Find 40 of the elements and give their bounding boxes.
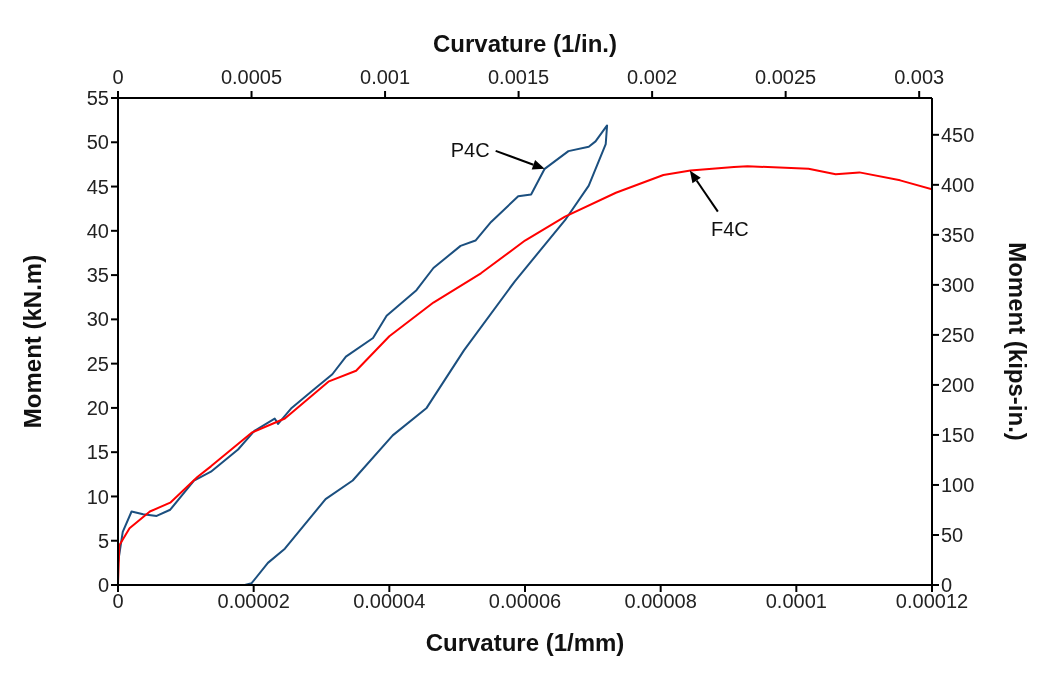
x2-tick-label: 0.001	[360, 66, 411, 88]
x-tick-label: 0	[112, 590, 124, 613]
y-tick-label: 0	[97, 574, 109, 597]
x-tick-label: 0.00006	[488, 590, 562, 613]
y2-tick-label: 450	[941, 123, 975, 146]
y-tick-label: 15	[86, 441, 109, 464]
y2-tick-label: 50	[941, 524, 964, 547]
x2-tick-label: 0.002	[627, 66, 678, 88]
y2-tick-label: 250	[941, 324, 975, 346]
x2-tick-label: 0.0005	[220, 66, 283, 88]
x-tick-label: 0.00002	[217, 590, 290, 613]
x2-tick-label: 0	[112, 66, 124, 88]
y-tick-label: 25	[86, 352, 109, 375]
y2-tick-label: 150	[941, 424, 975, 447]
y-tick-label: 35	[86, 264, 109, 287]
y2-tick-label: 350	[941, 223, 975, 246]
y-tick-label: 55	[86, 87, 109, 110]
x-axis-title: Curvature (1/mm)	[425, 629, 625, 656]
x-tick-label: 0.0001	[765, 590, 827, 613]
y-tick-label: 40	[86, 219, 109, 242]
x-tick-label: 0.00004	[353, 590, 426, 613]
y2-tick-label: 100	[941, 474, 975, 497]
annotation: P4C	[450, 138, 490, 161]
x2-tick-label: 0.0015	[488, 66, 550, 88]
x2-axis-title: Curvature (1/in.)	[432, 30, 618, 57]
y2-tick-label: 300	[941, 273, 975, 296]
y-tick-label: 20	[86, 397, 109, 420]
y-axis-title: Moment (kN.m)	[18, 254, 46, 429]
y2-axis-title: Moment (kips-in.)	[1004, 242, 1032, 441]
y-tick-label: 45	[86, 175, 109, 198]
y-tick-label: 5	[97, 529, 109, 552]
annotation: F4C	[710, 217, 749, 240]
x-tick-label: 0.00008	[624, 590, 697, 613]
x2-tick-label: 0.0025	[755, 66, 817, 88]
y-tick-label: 10	[86, 485, 109, 508]
y-tick-label: 50	[86, 131, 109, 154]
y2-tick-label: 200	[941, 374, 975, 397]
y2-tick-label: 400	[941, 173, 975, 196]
y-tick-label: 30	[86, 308, 109, 331]
x2-tick-label: 0.003	[894, 66, 945, 88]
